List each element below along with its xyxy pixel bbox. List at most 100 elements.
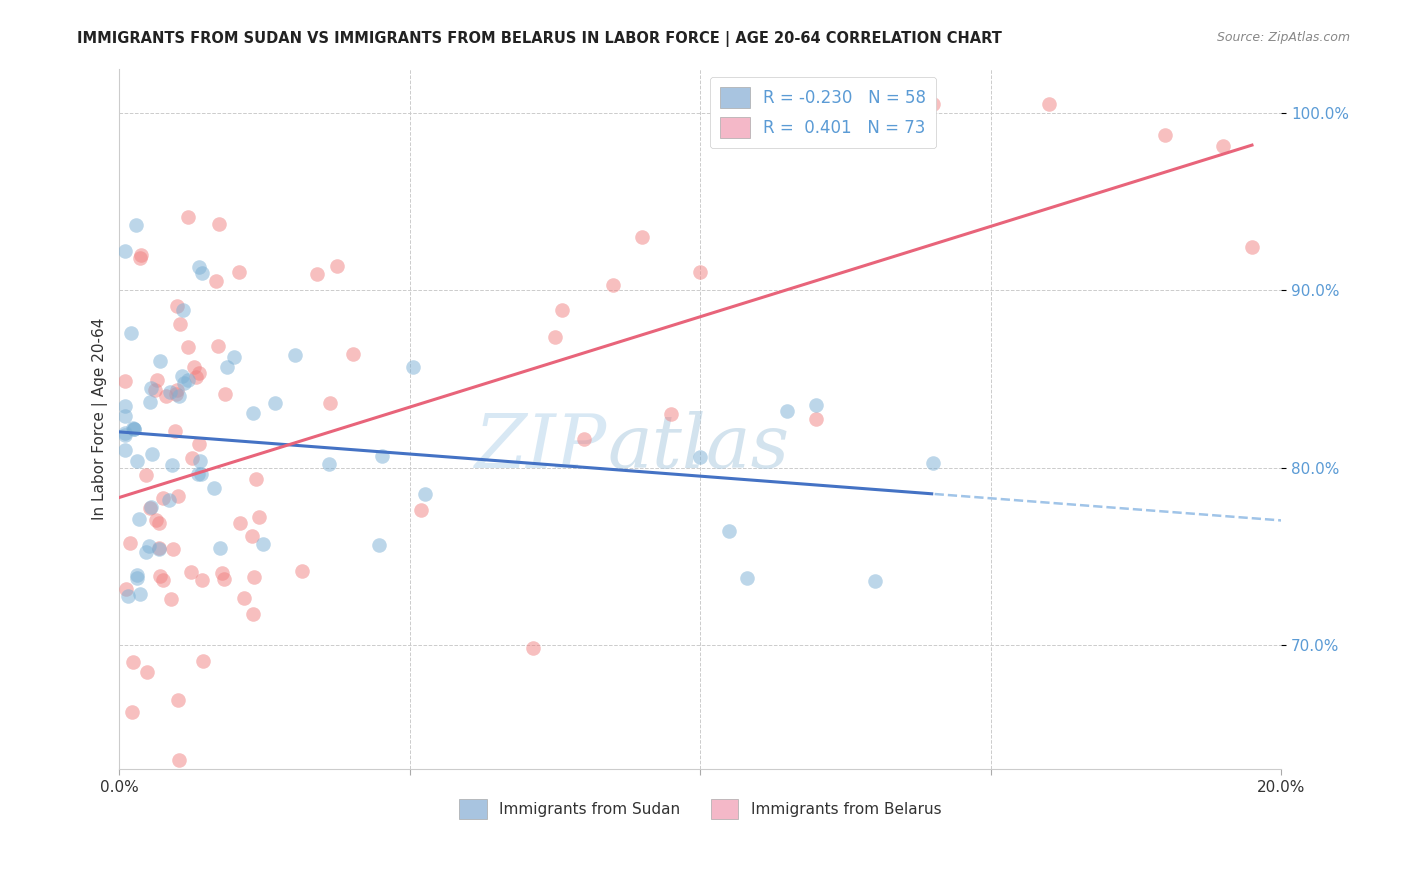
Point (863, 574, 886, 588)
Point (1212, 139, 1234, 153)
Point (1038, 97, 1060, 112)
Point (149, 569, 172, 583)
Point (138, 394, 160, 409)
Point (165, 387, 187, 401)
Point (183, 360, 205, 375)
Point (326, 260, 349, 274)
Point (207, 339, 229, 353)
Point (181, 451, 204, 466)
Point (205, 275, 228, 289)
Point (159, 384, 181, 399)
Point (215, 359, 238, 374)
Point (188, 454, 211, 468)
Point (114, 428, 136, 442)
Point (125, 567, 148, 582)
Point (252, 537, 274, 551)
Point (167, 389, 190, 403)
Point (172, 303, 194, 318)
Point (689, 450, 711, 465)
Point (193, 654, 215, 668)
Point (141, 446, 163, 460)
Point (187, 366, 209, 380)
Point (402, 359, 425, 374)
Point (155, 389, 177, 403)
Point (121, 421, 143, 435)
Point (522, 641, 544, 656)
Point (148, 541, 170, 555)
Point (243, 570, 266, 584)
Point (117, 590, 139, 604)
Point (307, 267, 329, 281)
Point (139, 500, 162, 515)
Point (138, 500, 160, 515)
Point (191, 573, 214, 587)
Point (169, 317, 191, 331)
Point (602, 278, 624, 293)
Text: Source: ZipAtlas.com: Source: ZipAtlas.com (1216, 31, 1350, 45)
Point (177, 210, 200, 224)
Point (242, 607, 264, 621)
Point (135, 545, 157, 559)
Point (1154, 128, 1177, 143)
Point (806, 412, 828, 426)
Point (166, 489, 188, 503)
Point (367, 538, 389, 552)
Point (187, 437, 209, 451)
Point (224, 351, 246, 365)
Point (166, 383, 188, 397)
Point (191, 266, 214, 280)
Point (1241, 240, 1264, 254)
Point (127, 572, 149, 586)
Point (413, 487, 436, 501)
Point (190, 467, 212, 482)
Point (370, 449, 392, 463)
Point (689, 265, 711, 279)
Point (135, 665, 157, 680)
Point (214, 387, 236, 401)
Point (172, 369, 194, 384)
Point (146, 373, 169, 387)
Point (921, 97, 943, 112)
Point (167, 754, 190, 768)
Point (233, 591, 256, 605)
Point (167, 693, 190, 707)
Point (128, 512, 150, 526)
Point (149, 354, 172, 368)
Point (122, 655, 145, 669)
Point (735, 571, 758, 585)
Point (122, 422, 145, 436)
Point (631, 230, 654, 244)
Point (776, 404, 799, 418)
Point (249, 510, 271, 524)
Point (342, 346, 364, 360)
Legend: Immigrants from Sudan, Immigrants from Belarus: Immigrants from Sudan, Immigrants from B… (453, 793, 948, 825)
Point (128, 251, 150, 265)
Point (180, 566, 202, 580)
Point (177, 340, 200, 354)
Point (125, 219, 148, 233)
Point (177, 373, 200, 387)
Point (184, 370, 207, 384)
Point (173, 376, 195, 390)
Point (318, 457, 340, 471)
Point (135, 468, 157, 483)
Point (114, 399, 136, 413)
Point (157, 492, 180, 507)
Point (120, 326, 142, 341)
Point (659, 408, 682, 422)
Point (114, 374, 136, 388)
Point (162, 458, 184, 472)
Point (160, 591, 183, 606)
Point (187, 467, 209, 481)
Point (129, 248, 152, 262)
Point (129, 586, 152, 600)
Point (162, 542, 184, 557)
Point (921, 456, 943, 470)
Point (240, 529, 263, 543)
Point (409, 503, 432, 517)
Point (143, 383, 166, 397)
Point (122, 422, 145, 436)
Point (152, 491, 174, 505)
Point (319, 395, 342, 409)
Point (229, 516, 252, 531)
